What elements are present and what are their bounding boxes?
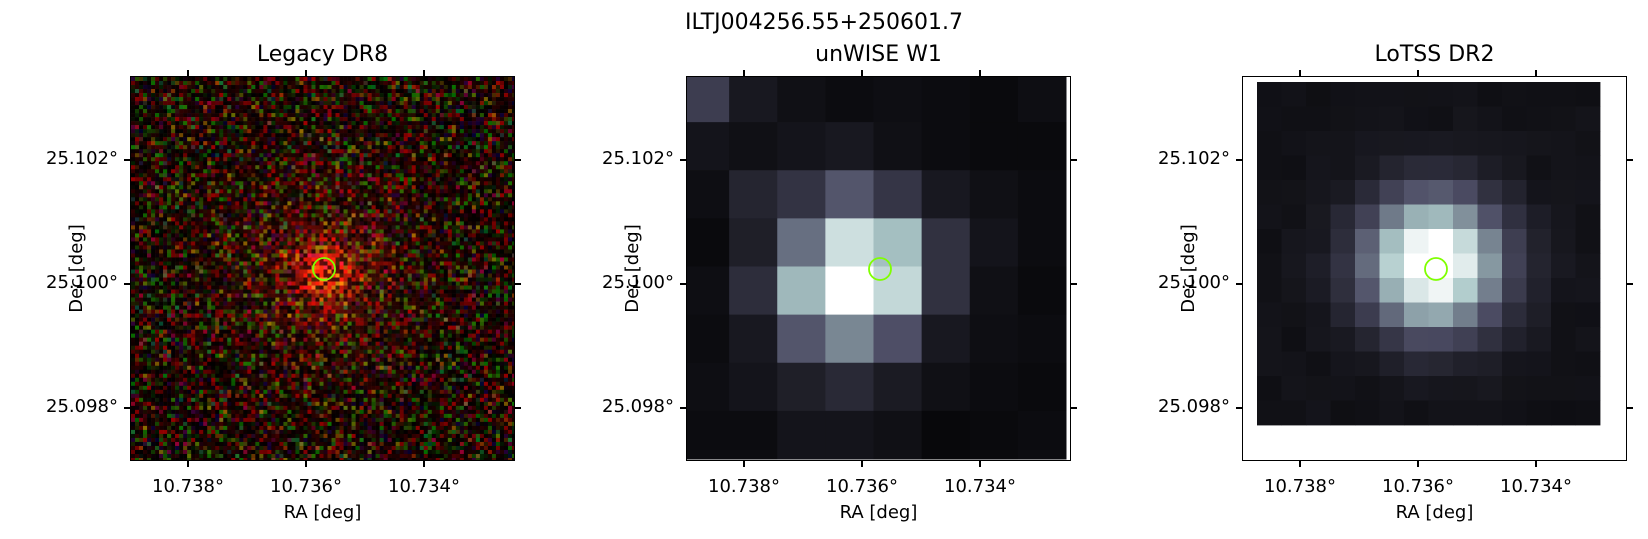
y-axis-label: Dec [deg] <box>621 224 643 313</box>
legacy-dr8-image <box>130 76 515 461</box>
x-tick-label: 10.734° <box>944 476 1016 497</box>
x-tick-mark-top <box>861 70 863 76</box>
y-tick-mark <box>680 159 686 161</box>
y-tick-label: 25.098° <box>46 396 118 417</box>
x-tick-mark <box>979 461 981 467</box>
x-tick-mark-top <box>187 70 189 76</box>
y-tick-label: 25.102° <box>1158 148 1230 169</box>
source-marker <box>868 257 892 281</box>
y-tick-mark-right <box>515 407 521 409</box>
y-tick-mark-right <box>515 159 521 161</box>
lotss-dr2-image <box>1242 76 1627 461</box>
y-tick-label: 25.098° <box>602 396 674 417</box>
x-tick-label: 10.736° <box>826 476 898 497</box>
x-tick-mark-top <box>1417 70 1419 76</box>
x-tick-label: 10.734° <box>1500 476 1572 497</box>
y-tick-mark <box>1236 283 1242 285</box>
x-tick-mark-top <box>1299 70 1301 76</box>
y-tick-mark-right <box>515 283 521 285</box>
figure-title: ILTJ004256.55+250601.7 <box>684 10 964 35</box>
unwise-w1-cutout <box>687 77 1067 460</box>
x-tick-mark-top <box>979 70 981 76</box>
x-tick-mark <box>1417 461 1419 467</box>
panel-title: LoTSS DR2 <box>1374 42 1495 67</box>
x-axis-label: RA [deg] <box>839 502 918 523</box>
y-tick-label: 25.100° <box>1158 272 1230 293</box>
panel-title: unWISE W1 <box>815 42 942 67</box>
x-tick-label: 10.738° <box>708 476 780 497</box>
panel-lotss-dr2: LoTSS DR2 RA [deg] Dec [deg] 10.738° 10.7… <box>1158 0 1648 539</box>
x-tick-label: 10.738° <box>152 476 224 497</box>
y-tick-mark-right <box>1627 159 1633 161</box>
y-tick-label: 25.098° <box>1158 396 1230 417</box>
y-tick-mark <box>1236 407 1242 409</box>
x-tick-label: 10.736° <box>270 476 342 497</box>
source-marker <box>312 257 336 281</box>
y-tick-label: 25.102° <box>602 148 674 169</box>
y-tick-mark-right <box>1071 283 1077 285</box>
x-tick-label: 10.734° <box>388 476 460 497</box>
legacy-dr8-cutout <box>131 77 514 460</box>
y-tick-mark-right <box>1071 407 1077 409</box>
x-tick-mark-top <box>305 70 307 76</box>
x-tick-label: 10.736° <box>1382 476 1454 497</box>
y-axis-label: Dec [deg] <box>1177 224 1199 313</box>
x-tick-mark <box>187 461 189 467</box>
x-tick-mark <box>861 461 863 467</box>
y-tick-mark <box>124 159 130 161</box>
y-tick-label: 25.100° <box>46 272 118 293</box>
x-tick-mark <box>305 461 307 467</box>
x-tick-mark <box>1535 461 1537 467</box>
x-axis-label: RA [deg] <box>1395 502 1474 523</box>
x-tick-label: 10.738° <box>1264 476 1336 497</box>
lotss-dr2-cutout <box>1243 77 1626 460</box>
x-tick-mark-top <box>423 70 425 76</box>
y-tick-mark-right <box>1071 159 1077 161</box>
panel-title: Legacy DR8 <box>256 42 389 67</box>
x-tick-mark <box>743 461 745 467</box>
panel-legacy-dr8: Legacy DR8 RA [deg] Dec [deg] 10.738° 10.… <box>46 0 560 539</box>
unwise-w1-image <box>686 76 1071 461</box>
y-tick-mark <box>680 283 686 285</box>
y-tick-mark <box>680 407 686 409</box>
y-axis-label: Dec [deg] <box>65 224 87 313</box>
y-tick-mark-right <box>1627 283 1633 285</box>
y-tick-mark <box>124 407 130 409</box>
y-tick-mark <box>124 283 130 285</box>
y-tick-mark <box>1236 159 1242 161</box>
x-tick-mark <box>1299 461 1301 467</box>
source-marker <box>1424 257 1448 281</box>
x-tick-mark-top <box>743 70 745 76</box>
x-tick-mark <box>423 461 425 467</box>
y-tick-mark-right <box>1627 407 1633 409</box>
x-axis-label: RA [deg] <box>283 502 362 523</box>
y-tick-label: 25.102° <box>46 148 118 169</box>
panel-unwise-w1: unWISE W1 RA [deg] Dec [deg] 10.738° 10.7… <box>602 0 1116 539</box>
y-tick-label: 25.100° <box>602 272 674 293</box>
x-tick-mark-top <box>1535 70 1537 76</box>
